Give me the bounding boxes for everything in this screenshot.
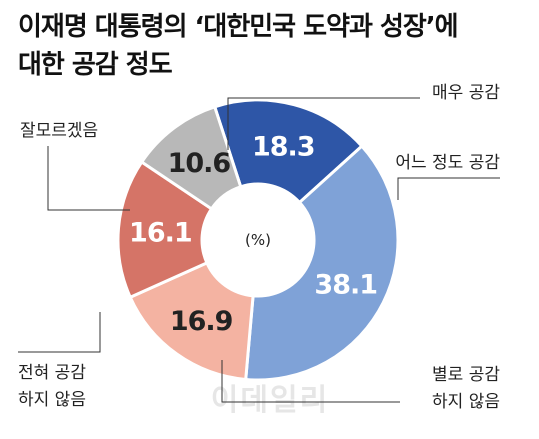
category-label-3: 별로 공감 bbox=[432, 365, 500, 385]
category-label-3: 하지 않음 bbox=[432, 392, 500, 412]
leader-line-3 bbox=[221, 360, 400, 403]
slice-4 bbox=[116, 160, 213, 299]
title-line-1: 이재명 대통령의 ‘대한민국 도약과 성장’에 bbox=[18, 12, 459, 42]
value-label-5: 10.6 bbox=[168, 148, 231, 179]
slice-1 bbox=[213, 98, 364, 204]
slice-5 bbox=[140, 105, 243, 211]
category-label-4: 전혀 공감 bbox=[18, 363, 86, 383]
slice-3 bbox=[128, 261, 255, 381]
slices bbox=[116, 98, 400, 382]
leader-line-2 bbox=[397, 177, 500, 200]
chart-title: 이재명 대통령의 ‘대한민국 도약과 성장’에 대한 공감 정도 bbox=[18, 8, 528, 84]
title-line-2: 대한 공감 정도 bbox=[18, 50, 173, 80]
leader-line-4 bbox=[18, 312, 101, 353]
unit-label: (%) bbox=[245, 231, 271, 249]
value-label-3: 16.9 bbox=[170, 306, 233, 337]
category-label-2: 어느 정도 공감 bbox=[395, 153, 500, 173]
value-label-2: 38.1 bbox=[314, 270, 377, 301]
slice-2 bbox=[244, 144, 400, 382]
value-label-4: 16.1 bbox=[129, 218, 192, 249]
category-label-1: 매우 공감 bbox=[432, 83, 500, 103]
watermark: 이데일리 bbox=[211, 383, 329, 418]
leader-line-5 bbox=[47, 146, 130, 211]
value-label-1: 18.3 bbox=[252, 131, 315, 162]
value-labels: 18.3 38.1 16.9 16.1 10.6 bbox=[129, 131, 378, 337]
leader-line-1 bbox=[227, 97, 420, 150]
category-label-4: 하지 않음 bbox=[18, 390, 86, 410]
leader-lines bbox=[18, 97, 500, 403]
category-label-5: 잘모르겠음 bbox=[20, 121, 98, 141]
